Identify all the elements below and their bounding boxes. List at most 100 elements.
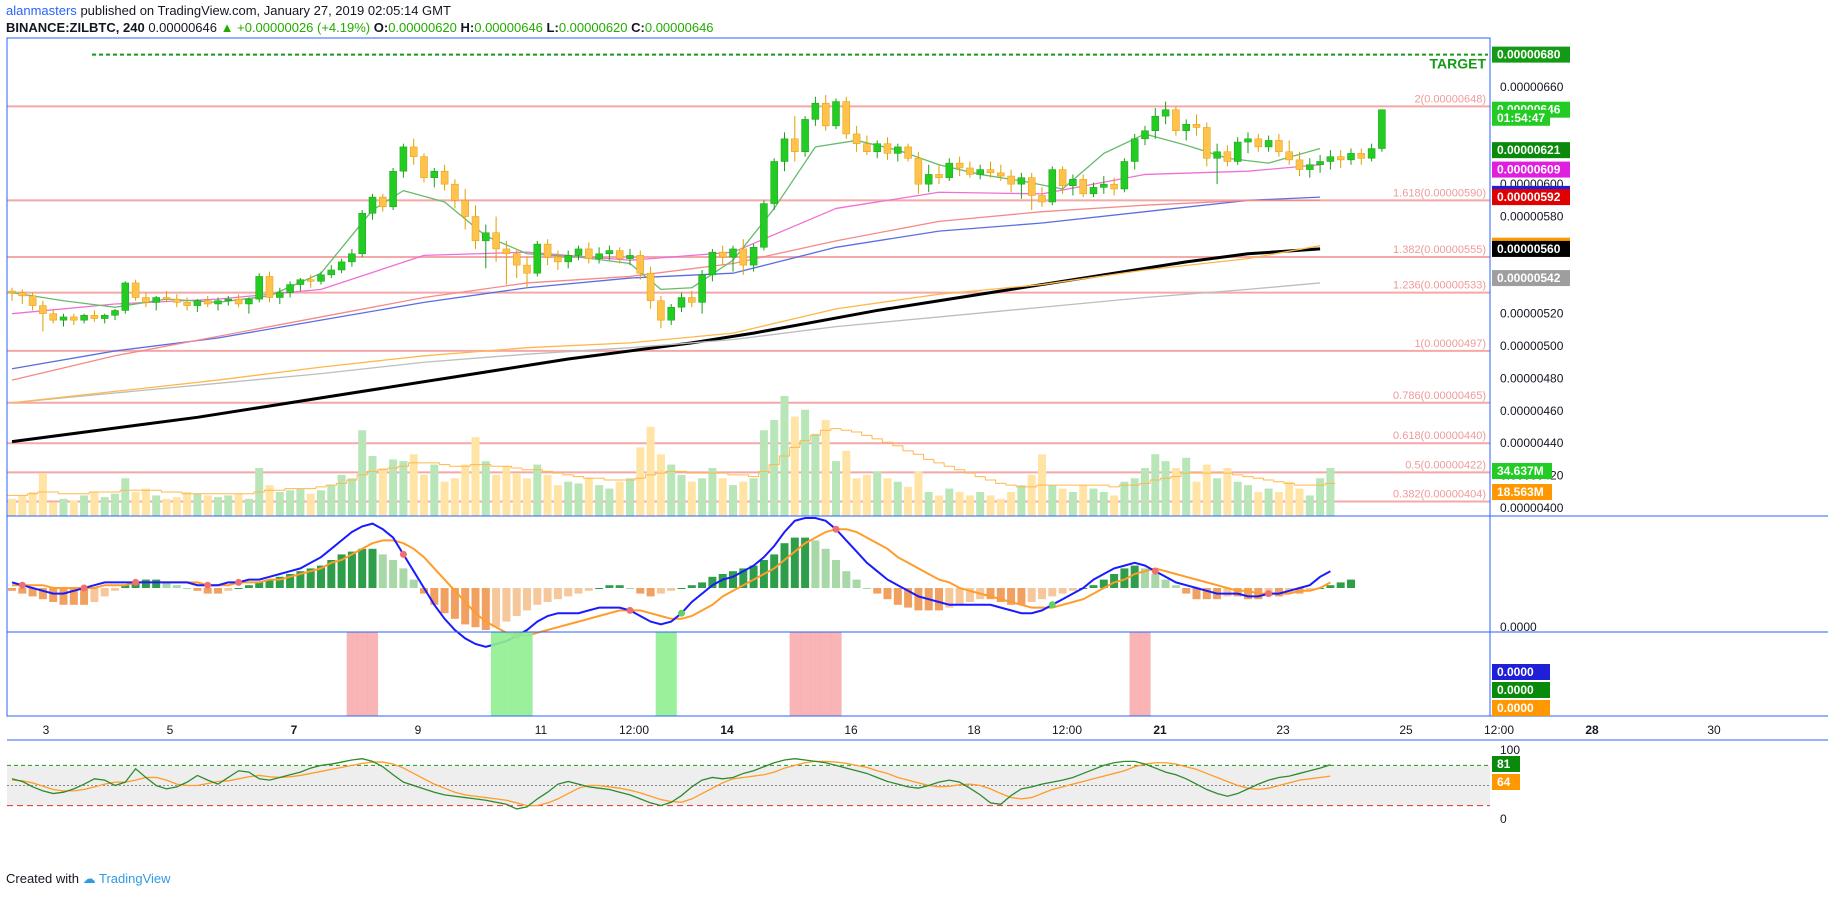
macd-histogram-bar: [152, 579, 161, 588]
price-badge-bg: [1492, 270, 1570, 287]
volume-bar: [162, 498, 171, 516]
macd-histogram-bar: [1120, 568, 1129, 588]
macd-histogram-bar: [543, 588, 552, 602]
candle-body: [1079, 179, 1087, 195]
candle-body: [1213, 151, 1221, 159]
oversold-zone: [521, 632, 533, 716]
ma-line-ema5: [11, 133, 1321, 308]
overbought-zone: [367, 632, 379, 716]
volume-bar: [420, 474, 428, 516]
price-badge-bg: [1492, 109, 1550, 126]
volume-bar: [595, 485, 604, 516]
candle-body: [1285, 151, 1293, 161]
price-badge: 0.00000542: [1497, 271, 1561, 285]
candle-body: [554, 256, 562, 263]
fib-level-label: 1.382(0.00000555): [1393, 244, 1486, 256]
macd-histogram-bar: [770, 554, 779, 588]
macd-histogram-bar: [203, 588, 212, 594]
macd-histogram-bar: [430, 588, 439, 605]
macd-histogram-bar: [574, 588, 583, 594]
candle-body: [28, 295, 37, 306]
volume-bar: [347, 478, 356, 516]
volume-bar: [523, 478, 531, 516]
macd-histogram-bar: [337, 554, 346, 588]
candle-body: [1223, 151, 1232, 162]
chart-frame: [6, 37, 1491, 717]
volume-bar: [265, 485, 274, 516]
volume-bar: [244, 498, 253, 516]
macd-histogram-bar: [121, 585, 130, 588]
volume-bar: [234, 493, 243, 516]
candle-body: [1069, 179, 1077, 187]
macd-histogram-bar: [1038, 588, 1046, 600]
candle-body: [1172, 109, 1180, 131]
candle-body: [657, 300, 665, 321]
candle-body: [924, 174, 933, 185]
macd-histogram-bar: [1151, 574, 1160, 588]
volume-bar: [440, 481, 449, 516]
candle-body: [327, 269, 336, 276]
candle-body: [801, 119, 809, 153]
macd-histogram-bar: [80, 588, 89, 605]
volume-bar: [430, 464, 439, 516]
candle-body: [842, 101, 851, 135]
volume-bar: [1017, 485, 1026, 516]
volume-bar: [811, 433, 820, 516]
price-badge-bg: [1492, 142, 1570, 159]
macd-badge: 0.0000: [1497, 683, 1534, 697]
volume-bar: [801, 409, 810, 516]
macd-histogram-bar: [1130, 565, 1139, 588]
macd-histogram-bar: [1099, 579, 1108, 588]
volume-bar: [1305, 495, 1314, 516]
macd-histogram-bar: [1171, 585, 1180, 588]
candle-body: [1130, 138, 1139, 162]
volume-bar: [976, 492, 985, 516]
macd-histogram-bar: [584, 588, 593, 591]
candle-body: [739, 248, 748, 266]
volume-badge: 34.637M: [1497, 464, 1544, 478]
volume-bar: [883, 478, 892, 516]
fib-level-label: 0.618(0.00000440): [1393, 430, 1486, 442]
candle-body: [1336, 156, 1345, 161]
publisher-line: alanmasters published on TradingView.com…: [6, 3, 451, 18]
volume-bar: [492, 474, 501, 516]
volume-bar: [306, 493, 315, 516]
candle-body: [646, 272, 655, 301]
macd-signal-line: [12, 528, 1331, 637]
candle-body: [70, 316, 78, 321]
price-badges: 0.000006800.0000064601:54:470.000006210.…: [1492, 46, 1570, 790]
volume-bar: [924, 492, 933, 516]
candle-body: [1141, 130, 1149, 140]
tradingview-logo-icon[interactable]: ☁: [82, 871, 96, 886]
macd-histogram-bar: [172, 585, 181, 588]
stoch-badge-bg: [1492, 756, 1520, 772]
candle-body: [997, 172, 1005, 177]
tradingview-brand[interactable]: TradingView: [99, 871, 171, 886]
volume-bar: [832, 461, 840, 516]
stochastic-rsi-pane: [7, 632, 1490, 810]
author-name[interactable]: alanmasters: [6, 3, 77, 18]
macd-histogram-bar: [440, 588, 449, 614]
published-text: published on TradingView.com, January 27…: [80, 3, 451, 18]
stoch-k-line: [11, 758, 1331, 810]
candle-body: [1357, 153, 1366, 159]
price-tick-label: 0.00000400: [1500, 501, 1564, 515]
candle-body: [502, 248, 511, 255]
candle-body: [90, 315, 99, 319]
fib-level-label: 0.5(0.00000422): [1405, 459, 1486, 471]
macd-histogram-bar: [986, 588, 995, 600]
macd-histogram-bar: [409, 579, 418, 588]
macd-histogram-bar: [1048, 588, 1057, 597]
macd-histogram-bar: [502, 588, 511, 622]
time-tick-label: 28: [1585, 723, 1599, 737]
volume-bar: [1110, 495, 1119, 516]
macd-histogram-bar: [244, 585, 253, 588]
candle-body: [1048, 169, 1057, 203]
candle-body: [1110, 183, 1118, 190]
ma-line-ema21: [11, 196, 1321, 370]
volume-bar: [955, 492, 964, 516]
volume-bar: [718, 478, 727, 516]
target-label: TARGET: [1429, 56, 1486, 72]
candle-body: [605, 250, 614, 255]
